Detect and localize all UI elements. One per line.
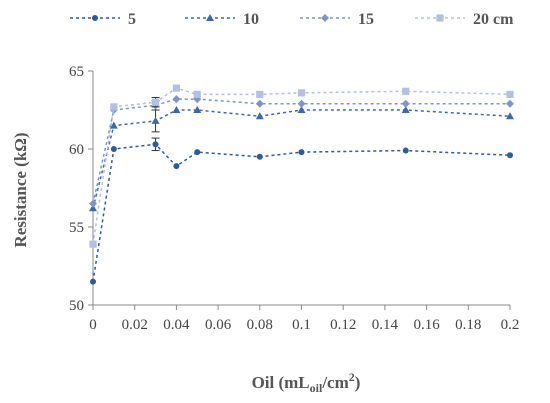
series-line [92, 87, 511, 245]
x-axis-title: Oil (mLoil/cm2) [252, 370, 361, 395]
legend-item-3: 15 [300, 11, 374, 28]
data-point [172, 95, 181, 104]
data-point [255, 112, 264, 120]
data-point [90, 278, 96, 285]
x-tick-labels: 0 0.02 0.04 0.06 0.08 0.1 0.12 0.14 0.16 0.18 0.2 [89, 305, 519, 333]
data-point [89, 204, 97, 212]
x-tick-label: 0.18 [455, 317, 481, 333]
data-point [151, 116, 160, 124]
y-tick-label: 55 [69, 220, 84, 236]
x-tick-label: 0.04 [163, 317, 190, 333]
legend-marker [206, 14, 214, 21]
legend-label: 20 cm [473, 11, 514, 28]
x-tick-label: 0.1 [292, 317, 311, 333]
data-point [297, 106, 306, 113]
data-point [256, 90, 264, 98]
x-tick-label: 0.14 [372, 317, 399, 333]
x-axis-title-end: ) [355, 373, 361, 392]
data-point [402, 87, 410, 95]
y-axis-title: Resistance (kΩ) [11, 132, 30, 247]
x-axis-title-sup: 2 [349, 370, 355, 384]
data-point [172, 84, 180, 92]
data-point [151, 98, 160, 106]
y-tick-labels: 50 55 60 65 [69, 64, 93, 314]
data-point [193, 106, 202, 113]
x-tick-label: 0.06 [205, 317, 232, 333]
data-point [152, 141, 159, 148]
plot-area [89, 84, 514, 285]
x-tick-label: 0.02 [122, 317, 148, 333]
legend-marker [321, 14, 329, 22]
legend: 5 10 15 20 cm [70, 11, 514, 28]
data-point [255, 99, 264, 108]
data-point [506, 112, 514, 120]
legend-item-2: 10 [185, 11, 259, 28]
x-axis-title-main: Oil (mL [252, 373, 310, 392]
legend-label: 10 [243, 11, 259, 28]
legend-marker [92, 15, 98, 21]
y-tick-label: 60 [69, 142, 84, 158]
x-tick-label: 0.16 [413, 317, 440, 333]
data-point [298, 149, 305, 156]
series-line [92, 143, 511, 282]
data-point [507, 152, 513, 159]
x-axis-title-sub: oil [310, 381, 323, 395]
data-point [172, 106, 181, 113]
data-point [193, 90, 201, 98]
legend-item-4: 20 cm [415, 11, 514, 28]
data-point [110, 146, 117, 152]
x-tick-label: 0 [89, 317, 97, 333]
data-point [173, 163, 180, 170]
x-tick-label: 0.08 [247, 317, 273, 333]
data-point [506, 99, 514, 108]
series-2 [89, 106, 514, 212]
data-point [297, 99, 306, 108]
data-point [401, 99, 410, 108]
x-tick-label: 0.12 [330, 317, 356, 333]
legend-label: 5 [128, 11, 136, 28]
data-point [194, 149, 201, 156]
data-point [89, 240, 97, 248]
data-point [110, 103, 118, 111]
data-point [256, 153, 263, 160]
y-tick-label: 50 [69, 298, 84, 314]
legend-label: 15 [358, 11, 374, 28]
data-point [297, 89, 306, 97]
data-point [401, 106, 410, 113]
x-tick-label: 0.2 [501, 317, 520, 333]
legend-marker [436, 14, 444, 22]
x-axis-title-mid: /cm [321, 373, 348, 392]
y-tick-label: 65 [69, 64, 84, 80]
series-4 [89, 84, 514, 248]
data-point [109, 121, 118, 129]
data-point [506, 90, 514, 98]
series-1 [90, 137, 513, 285]
data-point [402, 147, 409, 154]
legend-item-1: 5 [70, 11, 136, 28]
data-point [89, 199, 97, 208]
